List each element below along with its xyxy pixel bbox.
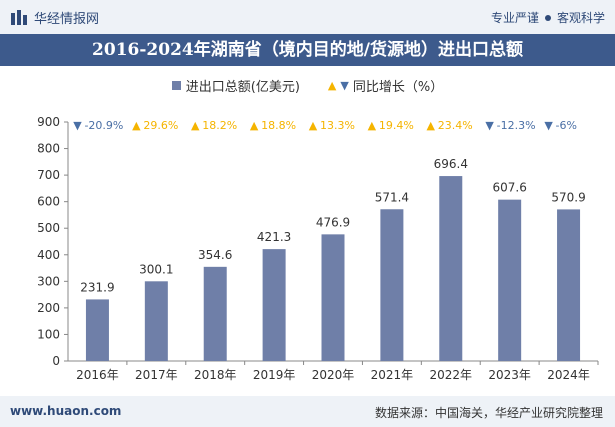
top-bar: 华经情报网 专业严谨 客观科学 bbox=[0, 0, 615, 34]
legend-down-triangle-icon: ▼ bbox=[340, 79, 349, 92]
y-tick-label: 600 bbox=[37, 195, 60, 209]
growth-label: 23.4% bbox=[438, 119, 473, 132]
growth-up-triangle-icon: ▲ bbox=[132, 119, 141, 132]
bar-value-label: 570.9 bbox=[551, 190, 585, 204]
y-tick-label: 100 bbox=[37, 327, 60, 341]
bar bbox=[557, 209, 581, 361]
legend-item-growth: ▲ ▼ 同比增长（%） bbox=[328, 76, 443, 95]
bar-value-label: 231.9 bbox=[80, 280, 114, 294]
legend: 进出口总额(亿美元) ▲ ▼ 同比增长（%） bbox=[0, 76, 615, 95]
slogan: 专业严谨 客观科学 bbox=[491, 9, 605, 26]
growth-up-triangle-icon: ▲ bbox=[250, 119, 259, 132]
y-tick-label: 400 bbox=[37, 248, 60, 262]
growth-label: -12.3% bbox=[497, 119, 536, 132]
y-tick-label: 800 bbox=[37, 142, 60, 156]
legend-bar-swatch-icon bbox=[171, 81, 181, 90]
bar bbox=[380, 209, 404, 361]
y-tick-label: 900 bbox=[37, 115, 60, 129]
growth-label: 13.3% bbox=[320, 119, 355, 132]
x-tick-label: 2022年 bbox=[430, 368, 473, 382]
y-tick-label: 200 bbox=[37, 301, 60, 315]
bar-value-label: 571.4 bbox=[375, 190, 409, 204]
bar bbox=[85, 299, 109, 361]
footer: www.huaon.com 数据来源：中国海关，华经产业研究院整理 bbox=[0, 396, 615, 427]
brand: 华经情报网 bbox=[10, 8, 99, 27]
bar bbox=[321, 234, 345, 361]
growth-label: -6% bbox=[556, 119, 577, 132]
bar-value-label: 354.6 bbox=[198, 248, 232, 262]
y-tick-label: 0 bbox=[52, 354, 60, 368]
growth-up-triangle-icon: ▲ bbox=[309, 119, 318, 132]
x-tick-label: 2016年 bbox=[76, 368, 119, 382]
slogan-right: 客观科学 bbox=[556, 11, 605, 25]
bar bbox=[144, 281, 168, 361]
brand-name: 华经情报网 bbox=[34, 12, 100, 27]
legend-bar-label: 进出口总额(亿美元) bbox=[185, 80, 300, 95]
x-tick-label: 2024年 bbox=[547, 368, 590, 382]
legend-item-bars: 进出口总额(亿美元) bbox=[171, 76, 300, 95]
growth-down-triangle-icon: ▼ bbox=[544, 119, 553, 132]
bar bbox=[262, 249, 286, 361]
growth-label: 19.4% bbox=[379, 119, 414, 132]
bar bbox=[498, 199, 522, 361]
y-tick-label: 700 bbox=[37, 168, 60, 182]
bar-value-label: 476.9 bbox=[316, 215, 350, 229]
growth-label: 29.6% bbox=[143, 119, 178, 132]
x-tick-label: 2018年 bbox=[194, 368, 237, 382]
legend-growth-label: 同比增长（%） bbox=[352, 80, 444, 95]
legend-up-triangle-icon: ▲ bbox=[327, 79, 337, 92]
x-tick-label: 2020年 bbox=[312, 368, 355, 382]
x-tick-label: 2017年 bbox=[135, 368, 178, 382]
growth-down-triangle-icon: ▼ bbox=[73, 119, 82, 132]
brand-logo-icon bbox=[11, 9, 27, 25]
title-band: 2016-2024年湖南省（境内目的地/货源地）进出口总额 bbox=[0, 34, 615, 66]
x-tick-label: 2021年 bbox=[371, 368, 414, 382]
growth-up-triangle-icon: ▲ bbox=[427, 119, 436, 132]
footer-url[interactable]: www.huaon.com bbox=[10, 404, 122, 418]
growth-label: -20.9% bbox=[84, 119, 123, 132]
y-tick-label: 500 bbox=[37, 221, 60, 235]
y-tick-label: 300 bbox=[37, 274, 60, 288]
bar-value-label: 696.4 bbox=[434, 157, 468, 171]
growth-up-triangle-icon: ▲ bbox=[368, 119, 377, 132]
bar-value-label: 300.1 bbox=[139, 262, 173, 276]
growth-down-triangle-icon: ▼ bbox=[485, 119, 494, 132]
x-tick-label: 2019年 bbox=[253, 368, 296, 382]
bar-value-label: 421.3 bbox=[257, 230, 291, 244]
growth-label: 18.2% bbox=[202, 119, 237, 132]
growth-up-triangle-icon: ▲ bbox=[191, 119, 200, 132]
footer-source: 数据来源：中国海关，华经产业研究院整理 bbox=[374, 406, 603, 420]
slogan-dot-icon bbox=[544, 14, 551, 21]
x-tick-label: 2023年 bbox=[488, 368, 531, 382]
bar-value-label: 607.6 bbox=[492, 181, 526, 195]
chart-title: 2016-2024年湖南省（境内目的地/货源地）进出口总额 bbox=[92, 40, 523, 60]
bar bbox=[439, 176, 463, 361]
slogan-left: 专业严谨 bbox=[490, 11, 539, 25]
growth-label: 18.8% bbox=[261, 119, 296, 132]
bar bbox=[203, 266, 227, 361]
